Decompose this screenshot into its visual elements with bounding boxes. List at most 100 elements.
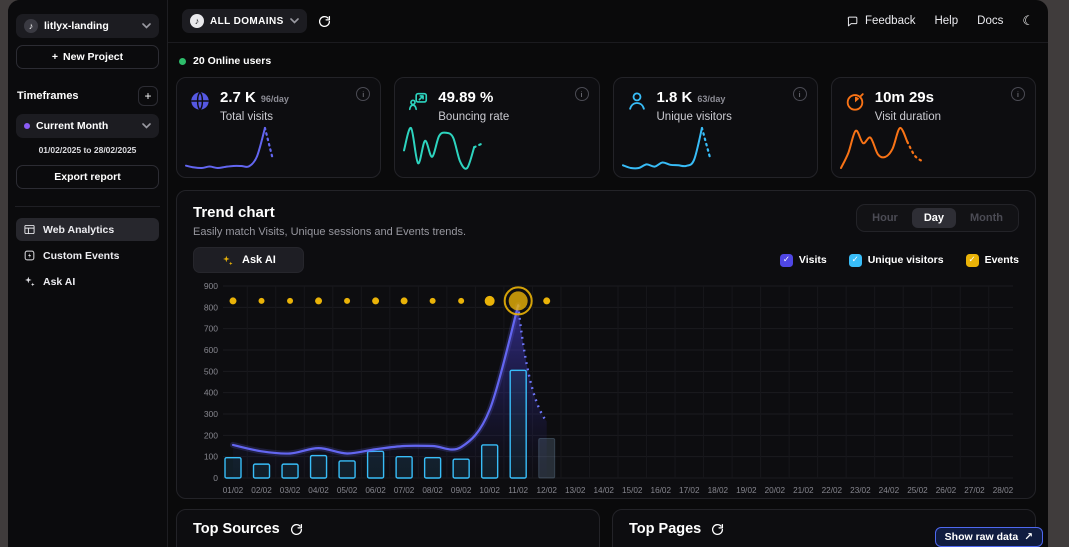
timer-icon (844, 90, 866, 112)
info-icon[interactable]: i (1011, 87, 1025, 101)
card-label: Visit duration (874, 111, 942, 123)
refresh-button[interactable] (318, 15, 331, 28)
top-sources-panel: Top Sources (176, 509, 600, 547)
checkbox-visits[interactable]: ✓ (779, 253, 793, 267)
checkbox-unique-visitors[interactable]: ✓ (848, 253, 862, 267)
refresh-icon (318, 15, 330, 27)
project-selector[interactable]: ♪ litlyx-landing (16, 14, 159, 38)
help-link[interactable]: Help (934, 15, 958, 27)
toggle-month[interactable]: Month (970, 212, 1003, 224)
checkbox-events[interactable]: ✓ (965, 253, 979, 267)
svg-text:900: 900 (204, 281, 218, 291)
legend-events[interactable]: ✓ Events (965, 253, 1019, 267)
bounce-rate-icon (407, 90, 429, 112)
svg-text:16/02: 16/02 (651, 486, 672, 495)
svg-text:24/02: 24/02 (879, 486, 900, 495)
card-value: 10m 29s (874, 89, 934, 106)
sidebar-item-ask-ai[interactable]: Ask AI (16, 270, 159, 293)
svg-text:06/02: 06/02 (365, 486, 386, 495)
card-per-day: 63/day (697, 94, 726, 104)
trend-chart-title: Trend chart (193, 204, 275, 221)
refresh-icon (712, 523, 724, 535)
stat-cards: 2.7 K 96/day Total visits i (176, 77, 1036, 178)
timeframe-selected: Current Month (36, 120, 109, 132)
sidebar-item-label: Web Analytics (43, 223, 115, 236)
top-pages-title: Top Pages (629, 521, 702, 537)
card-unique-visitors: 1.8 K 63/day Unique visitors i (612, 77, 818, 178)
dark-mode-toggle[interactable]: ☾ (1022, 14, 1034, 29)
svg-text:400: 400 (204, 388, 218, 398)
feedback-label: Feedback (864, 15, 916, 27)
svg-text:100: 100 (204, 452, 218, 462)
svg-text:09/02: 09/02 (451, 486, 472, 495)
refresh-pages-button[interactable] (711, 523, 724, 536)
card-visit-duration: 10m 29s Visit duration i (830, 77, 1036, 178)
docs-link[interactable]: Docs (977, 15, 1003, 27)
svg-text:15/02: 15/02 (622, 486, 643, 495)
litlyx-logo-icon: ♪ (190, 14, 204, 28)
legend-visits[interactable]: ✓ Visits (779, 253, 827, 267)
check-icon: ✓ (968, 255, 976, 265)
sparkline-visit-duration (837, 123, 1030, 175)
info-icon[interactable]: i (356, 87, 371, 101)
chevron-down-icon (142, 123, 151, 129)
sidebar-item-custom-events[interactable]: Custom Events (16, 244, 159, 267)
trend-chart-plot[interactable]: 0 100 200 300 400 500 600 700 800 900 01/02 02/02 03… (193, 276, 1019, 498)
legend-label: Events (984, 254, 1019, 266)
info-icon[interactable]: i (792, 87, 807, 101)
globe-icon (189, 90, 211, 112)
timeframes-label: Timeframes (17, 90, 79, 102)
legend-unique-visitors[interactable]: ✓ Unique visitors (848, 253, 944, 267)
svg-text:300: 300 (204, 409, 218, 419)
show-raw-data-label: Show raw data (944, 531, 1019, 543)
svg-text:27/02: 27/02 (964, 486, 985, 495)
bottom-panels: Top Sources Top Pages (176, 509, 1036, 547)
svg-text:26/02: 26/02 (936, 486, 957, 495)
info-icon[interactable]: i (574, 87, 589, 101)
export-report-button[interactable]: Export report (16, 165, 159, 189)
sparkle-icon (223, 255, 233, 265)
feedback-link[interactable]: Feedback (846, 15, 916, 28)
sparkline-bouncing-rate (400, 123, 593, 175)
topbar: ♪ ALL DOMAINS Feedback Help Docs ☾ (168, 0, 1048, 43)
card-total-visits: 2.7 K 96/day Total visits i (176, 77, 382, 178)
svg-text:05/02: 05/02 (337, 486, 358, 495)
online-dot (179, 57, 186, 65)
layout-icon (23, 223, 36, 236)
timeframe-selector[interactable]: Current Month (16, 114, 159, 138)
main-area: ♪ ALL DOMAINS Feedback Help Docs ☾ 20 O (168, 0, 1048, 547)
timeframe-range: 01/02/2025 to 28/02/2025 (38, 145, 137, 155)
new-project-button[interactable]: + New Project (16, 45, 159, 69)
refresh-icon (290, 523, 302, 535)
add-timeframe-button[interactable]: + (138, 86, 158, 106)
card-label: Unique visitors (656, 111, 732, 123)
refresh-sources-button[interactable] (290, 523, 303, 536)
user-icon (626, 90, 648, 112)
show-raw-data-button[interactable]: Show raw data ↗ (934, 527, 1043, 547)
ask-ai-button[interactable]: Ask AI (193, 247, 304, 273)
toggle-day[interactable]: Day (911, 208, 957, 228)
sparkline-total-visits (182, 123, 375, 175)
svg-text:10/02: 10/02 (479, 486, 500, 495)
chevron-down-icon (142, 23, 151, 29)
svg-text:12/02: 12/02 (536, 486, 557, 495)
trend-chart-panel: Trend chart Easily match Visits, Unique … (176, 190, 1036, 499)
svg-text:500: 500 (204, 366, 218, 376)
sidebar-item-web-analytics[interactable]: Web Analytics (16, 218, 159, 241)
toggle-hour[interactable]: Hour (872, 212, 898, 224)
card-label: Bouncing rate (438, 111, 510, 123)
domain-selector[interactable]: ♪ ALL DOMAINS (182, 9, 307, 33)
legend-label: Visits (798, 254, 827, 266)
docs-label: Docs (977, 15, 1004, 27)
sidebar-divider (15, 206, 160, 207)
svg-text:07/02: 07/02 (394, 486, 415, 495)
svg-text:200: 200 (204, 430, 218, 440)
export-report-label: Export report (54, 171, 121, 183)
svg-text:23/02: 23/02 (850, 486, 871, 495)
sidebar-item-label: Ask AI (43, 275, 76, 288)
content: 20 Online users 2.7 K 96/day (168, 43, 1048, 547)
svg-text:14/02: 14/02 (593, 486, 614, 495)
svg-text:18/02: 18/02 (708, 486, 729, 495)
svg-text:28/02: 28/02 (993, 486, 1014, 495)
app-window: ♪ litlyx-landing + New Project Timeframe… (8, 0, 1048, 547)
